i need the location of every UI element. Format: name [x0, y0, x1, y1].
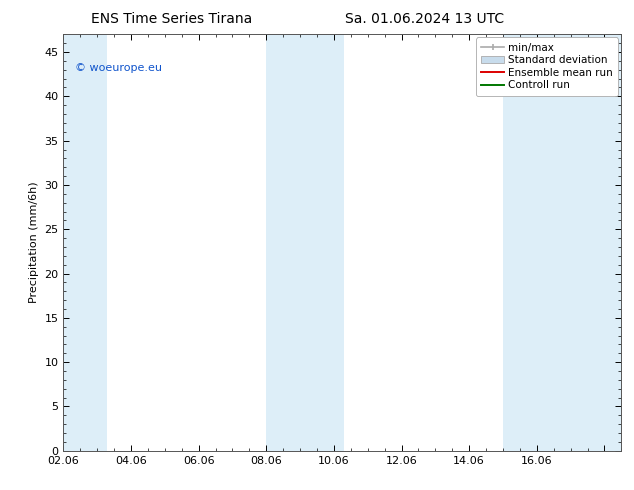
Bar [266, 34, 344, 451]
Bar [503, 34, 621, 451]
Y-axis label: Precipitation (mm/6h): Precipitation (mm/6h) [29, 182, 39, 303]
Text: Sa. 01.06.2024 13 UTC: Sa. 01.06.2024 13 UTC [346, 12, 504, 26]
Text: ENS Time Series Tirana: ENS Time Series Tirana [91, 12, 252, 26]
Text: © woeurope.eu: © woeurope.eu [75, 63, 162, 74]
Bar [63, 34, 107, 451]
Legend: min/max, Standard deviation, Ensemble mean run, Controll run: min/max, Standard deviation, Ensemble me… [476, 37, 618, 96]
